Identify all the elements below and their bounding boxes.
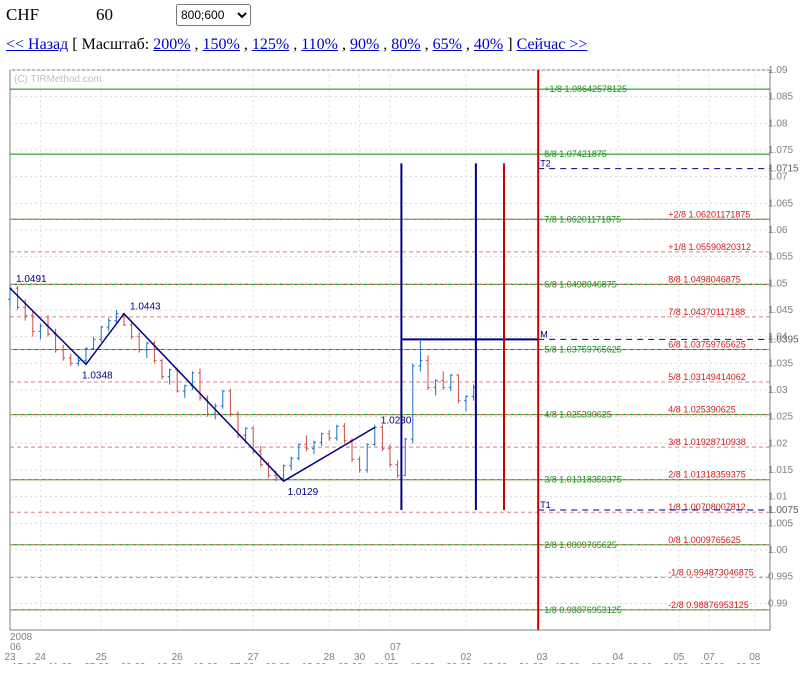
svg-text:03:00: 03:00: [482, 662, 507, 664]
svg-text:2/8 1.01318359375: 2/8 1.01318359375: [668, 470, 746, 480]
svg-text:12:00: 12:00: [302, 662, 327, 664]
zoom-link[interactable]: 80%: [391, 36, 420, 53]
svg-text:1.06: 1.06: [768, 225, 788, 236]
svg-text:1.0075: 1.0075: [768, 505, 799, 516]
zoom-link[interactable]: 110%: [301, 36, 338, 53]
zoom-links: 200% , 150% , 125% , 110% , 90% , 80% , …: [153, 36, 503, 53]
svg-text:1.025: 1.025: [768, 412, 793, 423]
svg-text:7/8 1.06201171875: 7/8 1.06201171875: [544, 214, 621, 224]
svg-text:0.995: 0.995: [768, 572, 793, 583]
svg-text:03:00: 03:00: [627, 662, 652, 664]
svg-text:0/8 1.0009765625: 0/8 1.0009765625: [668, 535, 741, 545]
svg-text:1.085: 1.085: [768, 92, 793, 103]
svg-text:1.075: 1.075: [768, 145, 793, 156]
svg-text:09:00: 09:00: [591, 662, 616, 664]
svg-text:1.045: 1.045: [768, 305, 793, 316]
svg-text:1.005: 1.005: [768, 518, 793, 529]
svg-text:3/8 1.01928710938: 3/8 1.01928710938: [668, 437, 746, 447]
svg-text:1.09: 1.09: [768, 65, 788, 76]
svg-text:+2/8 1.06201171875: +2/8 1.06201171875: [668, 209, 750, 219]
svg-text:6/8 1.03759765625: 6/8 1.03759765625: [668, 339, 746, 349]
top-row: CHF 60 800;600: [0, 0, 806, 32]
svg-text:21:00: 21:00: [519, 662, 544, 664]
svg-text:8/8 1.0498046875: 8/8 1.0498046875: [668, 274, 741, 284]
svg-text:(C) TIRMethod.com: (C) TIRMethod.com: [14, 74, 102, 85]
svg-text:02:00: 02:00: [338, 662, 363, 664]
svg-text:M: M: [540, 329, 548, 339]
svg-text:1.055: 1.055: [768, 252, 793, 263]
svg-text:1.0129: 1.0129: [288, 487, 319, 498]
svg-text:01:58: 01:58: [374, 662, 399, 664]
scale-label: Масштаб:: [82, 36, 150, 53]
svg-text:1/8 0.98876953125: 1/8 0.98876953125: [544, 605, 622, 615]
svg-text:09:00: 09:00: [736, 662, 761, 664]
nav-now-link[interactable]: Сейчас >>: [517, 36, 588, 53]
svg-text:3/8 1.01318359375: 3/8 1.01318359375: [544, 475, 622, 485]
svg-text:1/8 1.00708007812: 1/8 1.00708007812: [668, 502, 746, 512]
svg-text:1.0230: 1.0230: [381, 415, 412, 426]
svg-text:0.99: 0.99: [768, 598, 788, 609]
zoom-link[interactable]: 150%: [203, 36, 240, 53]
chart-holder: (C) TIRMethod.com 1.09 1.085 1.08 1.075 1.071…: [0, 60, 806, 667]
symbol-label: CHF: [2, 5, 96, 25]
svg-text:1.05: 1.05: [768, 278, 788, 289]
svg-text:1.0348: 1.0348: [82, 370, 113, 381]
svg-text:15:00: 15:00: [410, 662, 435, 664]
svg-text:1.02: 1.02: [768, 438, 788, 449]
zoom-link[interactable]: 65%: [433, 36, 462, 53]
svg-text:1.08: 1.08: [768, 118, 788, 129]
svg-text:1.03: 1.03: [768, 385, 788, 396]
svg-text:15:00: 15:00: [555, 662, 580, 664]
size-select[interactable]: 800;600: [176, 4, 251, 26]
svg-text:+1/8 1.08642578125: +1/8 1.08642578125: [544, 84, 627, 94]
svg-text:5/8 1.03149414062: 5/8 1.03149414062: [668, 372, 746, 382]
period-label: 60: [96, 5, 176, 25]
svg-text:7/8 1.04370117188: 7/8 1.04370117188: [668, 307, 745, 317]
svg-text:T2: T2: [540, 159, 551, 169]
zoom-link[interactable]: 90%: [350, 36, 379, 53]
svg-text:1.065: 1.065: [768, 198, 793, 209]
svg-text:-2/8 0.98876953125: -2/8 0.98876953125: [668, 600, 749, 610]
svg-text:1.0491: 1.0491: [16, 274, 47, 285]
svg-text:-1/8 0.994873046875: -1/8 0.994873046875: [668, 567, 754, 577]
nav-row: << Назад [ Масштаб: 200% , 150% , 125% ,…: [0, 32, 806, 60]
price-chart: (C) TIRMethod.com 1.09 1.085 1.08 1.075 1.071…: [2, 62, 802, 664]
svg-text:15:00: 15:00: [700, 662, 725, 664]
nav-back-link[interactable]: << Назад: [6, 36, 68, 53]
svg-text:11:00: 11:00: [48, 662, 73, 664]
svg-text:1.0715: 1.0715: [768, 164, 799, 175]
svg-text:8/8 1.07421875: 8/8 1.07421875: [544, 149, 607, 159]
svg-text:21:00: 21:00: [663, 662, 688, 664]
svg-text:1.0395: 1.0395: [768, 334, 799, 345]
svg-text:05:00: 05:00: [84, 662, 109, 664]
svg-text:4/8 1.025390625: 4/8 1.025390625: [668, 405, 736, 415]
bracket-close: ]: [507, 36, 516, 53]
zoom-link[interactable]: 200%: [153, 36, 190, 53]
zoom-link[interactable]: 40%: [474, 36, 503, 53]
svg-text:08:00: 08:00: [265, 662, 290, 664]
svg-text:09:00: 09:00: [446, 662, 471, 664]
svg-text:5/8 1.03759765625: 5/8 1.03759765625: [544, 344, 622, 354]
svg-text:18:00: 18:00: [157, 662, 182, 664]
svg-text:00:00: 00:00: [121, 662, 146, 664]
svg-text:T1: T1: [540, 500, 551, 510]
svg-text:1.0443: 1.0443: [130, 302, 161, 313]
svg-text:1.015: 1.015: [768, 465, 793, 476]
svg-text:+1/8 1.05590820312: +1/8 1.05590820312: [668, 242, 751, 252]
zoom-link[interactable]: 125%: [252, 36, 289, 53]
svg-text:12:00: 12:00: [193, 662, 218, 664]
svg-text:07:00: 07:00: [229, 662, 254, 664]
bracket-open: [: [72, 36, 81, 53]
svg-text:1.035: 1.035: [768, 358, 793, 369]
svg-text:1.00: 1.00: [768, 545, 788, 556]
svg-text:17:00: 17:00: [12, 662, 37, 664]
svg-text:1.01: 1.01: [768, 492, 788, 503]
